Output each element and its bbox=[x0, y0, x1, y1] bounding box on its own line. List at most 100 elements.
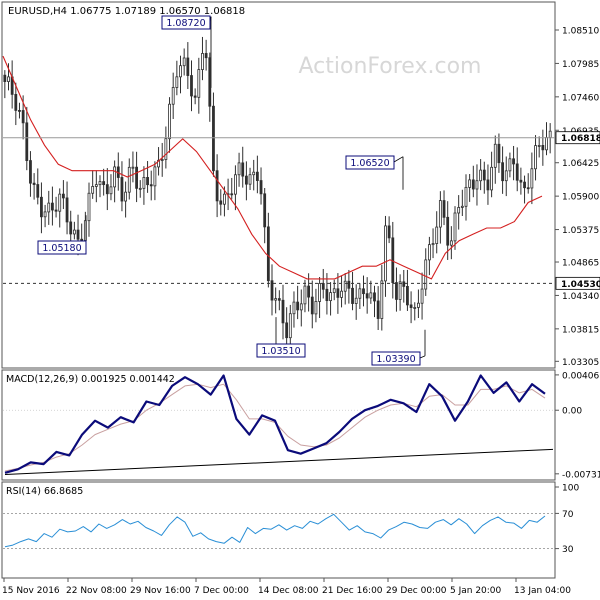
annotation-box bbox=[37, 240, 87, 255]
candle-body bbox=[340, 290, 343, 298]
candle-body bbox=[270, 280, 274, 301]
candle-body bbox=[362, 288, 365, 295]
candle-body bbox=[127, 166, 131, 193]
candle-body bbox=[343, 280, 347, 292]
candle-body bbox=[29, 160, 32, 184]
candle-body bbox=[65, 197, 69, 223]
price-tick-label: 1.06425 bbox=[562, 159, 599, 169]
candle-body bbox=[332, 288, 336, 294]
candle-body bbox=[288, 313, 292, 339]
macd-panel-frame bbox=[1, 369, 556, 481]
annotation-box bbox=[161, 15, 211, 30]
annotation-leader bbox=[393, 156, 404, 163]
candle-body bbox=[259, 180, 263, 195]
macd-tick-label: -0.007319 bbox=[562, 470, 600, 480]
candle-body bbox=[351, 287, 354, 304]
price-tick-label: 1.03305 bbox=[562, 358, 599, 368]
candle-body bbox=[160, 159, 164, 161]
candle-body bbox=[409, 304, 413, 308]
candle-body bbox=[541, 144, 545, 151]
rsi-line bbox=[4, 513, 546, 548]
candle-body bbox=[457, 207, 461, 214]
price-level-box bbox=[555, 131, 600, 145]
candle-body bbox=[424, 259, 428, 290]
time-tick-label: 15 Nov 2016 bbox=[2, 586, 60, 596]
candle-body bbox=[40, 196, 43, 218]
annotation-label: 1.08720 bbox=[166, 18, 205, 29]
candle-body bbox=[113, 166, 117, 188]
candle-body bbox=[519, 179, 523, 183]
candle-body bbox=[182, 57, 186, 67]
candle-body bbox=[91, 186, 95, 194]
candle-body bbox=[237, 162, 241, 176]
candle-body bbox=[61, 193, 65, 199]
price-tick-label: 1.07460 bbox=[562, 93, 599, 103]
candle-body bbox=[442, 200, 446, 218]
candle-body bbox=[501, 162, 504, 182]
candle-body bbox=[310, 296, 314, 315]
annotation-box bbox=[345, 155, 395, 170]
candle-body bbox=[398, 281, 402, 300]
candle-body bbox=[515, 163, 519, 181]
annotation-label: 1.03510 bbox=[261, 346, 300, 357]
candle-body bbox=[54, 209, 58, 212]
annotation-leader bbox=[419, 355, 426, 359]
candle-body bbox=[193, 95, 197, 98]
candle-body bbox=[449, 240, 453, 246]
time-tick-label: 14 Dec 08:00 bbox=[258, 586, 319, 596]
candle-body bbox=[72, 229, 76, 235]
candle-body bbox=[482, 169, 486, 181]
candle-body bbox=[475, 180, 479, 190]
candle-body bbox=[131, 166, 135, 169]
candle-body bbox=[479, 169, 483, 182]
time-tick-label: 7 Dec 00:00 bbox=[194, 586, 249, 596]
price-level-label: 1.06818 bbox=[561, 134, 600, 144]
candle-body bbox=[98, 181, 102, 186]
candle-body bbox=[208, 57, 212, 107]
candle-body bbox=[395, 282, 398, 300]
candle-body bbox=[460, 205, 464, 208]
candle-body bbox=[413, 307, 417, 309]
annotation-label: 1.03390 bbox=[376, 354, 415, 365]
candle-body bbox=[241, 162, 245, 177]
candle-body bbox=[153, 166, 157, 187]
candle-body bbox=[471, 179, 475, 190]
macd-tick-label: 0.00 bbox=[562, 407, 582, 417]
candle-body bbox=[204, 53, 208, 59]
candle-body bbox=[380, 280, 384, 319]
candle-body bbox=[285, 322, 289, 339]
price-tick-label: 1.08510 bbox=[562, 27, 599, 37]
candle-body bbox=[230, 193, 234, 196]
candle-body bbox=[526, 187, 530, 190]
time-tick-label: 29 Dec 00:00 bbox=[386, 586, 447, 596]
candle-body bbox=[420, 288, 424, 304]
macd-panel: 0.004067 0.00 -0.007319 bbox=[3, 371, 600, 480]
candle-body bbox=[318, 283, 321, 302]
candle-body bbox=[486, 179, 490, 191]
candle-body bbox=[537, 144, 541, 147]
rsi-tick-label: 100 bbox=[562, 484, 579, 494]
candle-body bbox=[336, 288, 340, 298]
candle-body bbox=[149, 184, 153, 187]
candle-body bbox=[446, 216, 450, 246]
candle-body bbox=[36, 184, 40, 198]
candle-body bbox=[504, 170, 508, 182]
candle-body bbox=[545, 137, 548, 151]
candle-body bbox=[252, 171, 256, 176]
candle-body bbox=[523, 181, 526, 189]
candle-body bbox=[94, 184, 98, 187]
time-axis: 15 Nov 2016 22 Nov 08:00 29 Nov 16:00 7 Dec… bbox=[2, 578, 571, 596]
price-tick-label: 1.04865 bbox=[562, 259, 599, 269]
candle-body bbox=[223, 193, 226, 205]
candle-body bbox=[427, 244, 431, 261]
time-tick-label: 21 Dec 16:00 bbox=[322, 586, 383, 596]
candle-body bbox=[387, 225, 391, 239]
candle-body bbox=[493, 143, 497, 168]
price-level-box bbox=[555, 276, 600, 290]
candle-body bbox=[21, 110, 25, 124]
macd-trendline bbox=[4, 448, 554, 476]
candle-body bbox=[168, 103, 171, 140]
rsi-tick-label: 70 bbox=[562, 510, 574, 520]
candle-body bbox=[534, 145, 537, 170]
